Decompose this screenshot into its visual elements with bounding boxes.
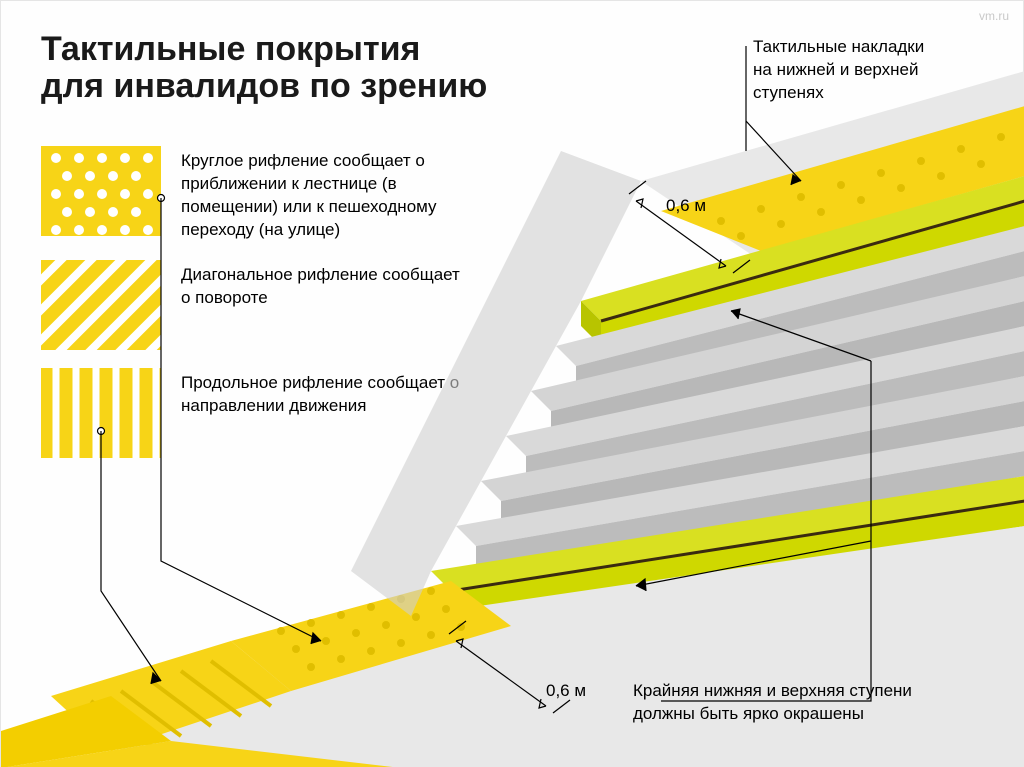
callout-top: Тактильные накладки на нижней и верхней …: [753, 36, 933, 105]
swatch-dots: [41, 146, 161, 236]
watermark: vm.ru: [979, 9, 1009, 23]
callout-bottom: Крайняя нижняя и верхняя ступени должны …: [633, 680, 963, 726]
dimension-top: 0,6 м: [666, 196, 706, 216]
page-title: Тактильные покрытия для инвалидов по зре…: [41, 31, 487, 106]
legend-item-diagonal: Диагональное рифление сообщает о поворот…: [41, 260, 471, 350]
legend-text-dots: Круглое рифление сообщает о приближении …: [181, 146, 471, 242]
dimension-bottom: 0,6 м: [546, 681, 586, 701]
title-line-1: Тактильные покрытия: [41, 30, 420, 68]
swatch-diagonal: [41, 260, 161, 350]
legend-text-diagonal: Диагональное рифление сообщает о поворот…: [181, 260, 471, 310]
infographic-page: vm.ru Тактильные покрытия для инвалидов …: [0, 0, 1024, 767]
legend-item-stripes: Продольное рифление сообщает о направлен…: [41, 368, 471, 458]
legend-item-dots: Круглое рифление сообщает о приближении …: [41, 146, 471, 242]
legend-text-stripes: Продольное рифление сообщает о направлен…: [181, 368, 471, 418]
title-line-2: для инвалидов по зрению: [41, 67, 487, 105]
legend: Круглое рифление сообщает о приближении …: [41, 146, 471, 476]
swatch-stripes: [41, 368, 161, 458]
